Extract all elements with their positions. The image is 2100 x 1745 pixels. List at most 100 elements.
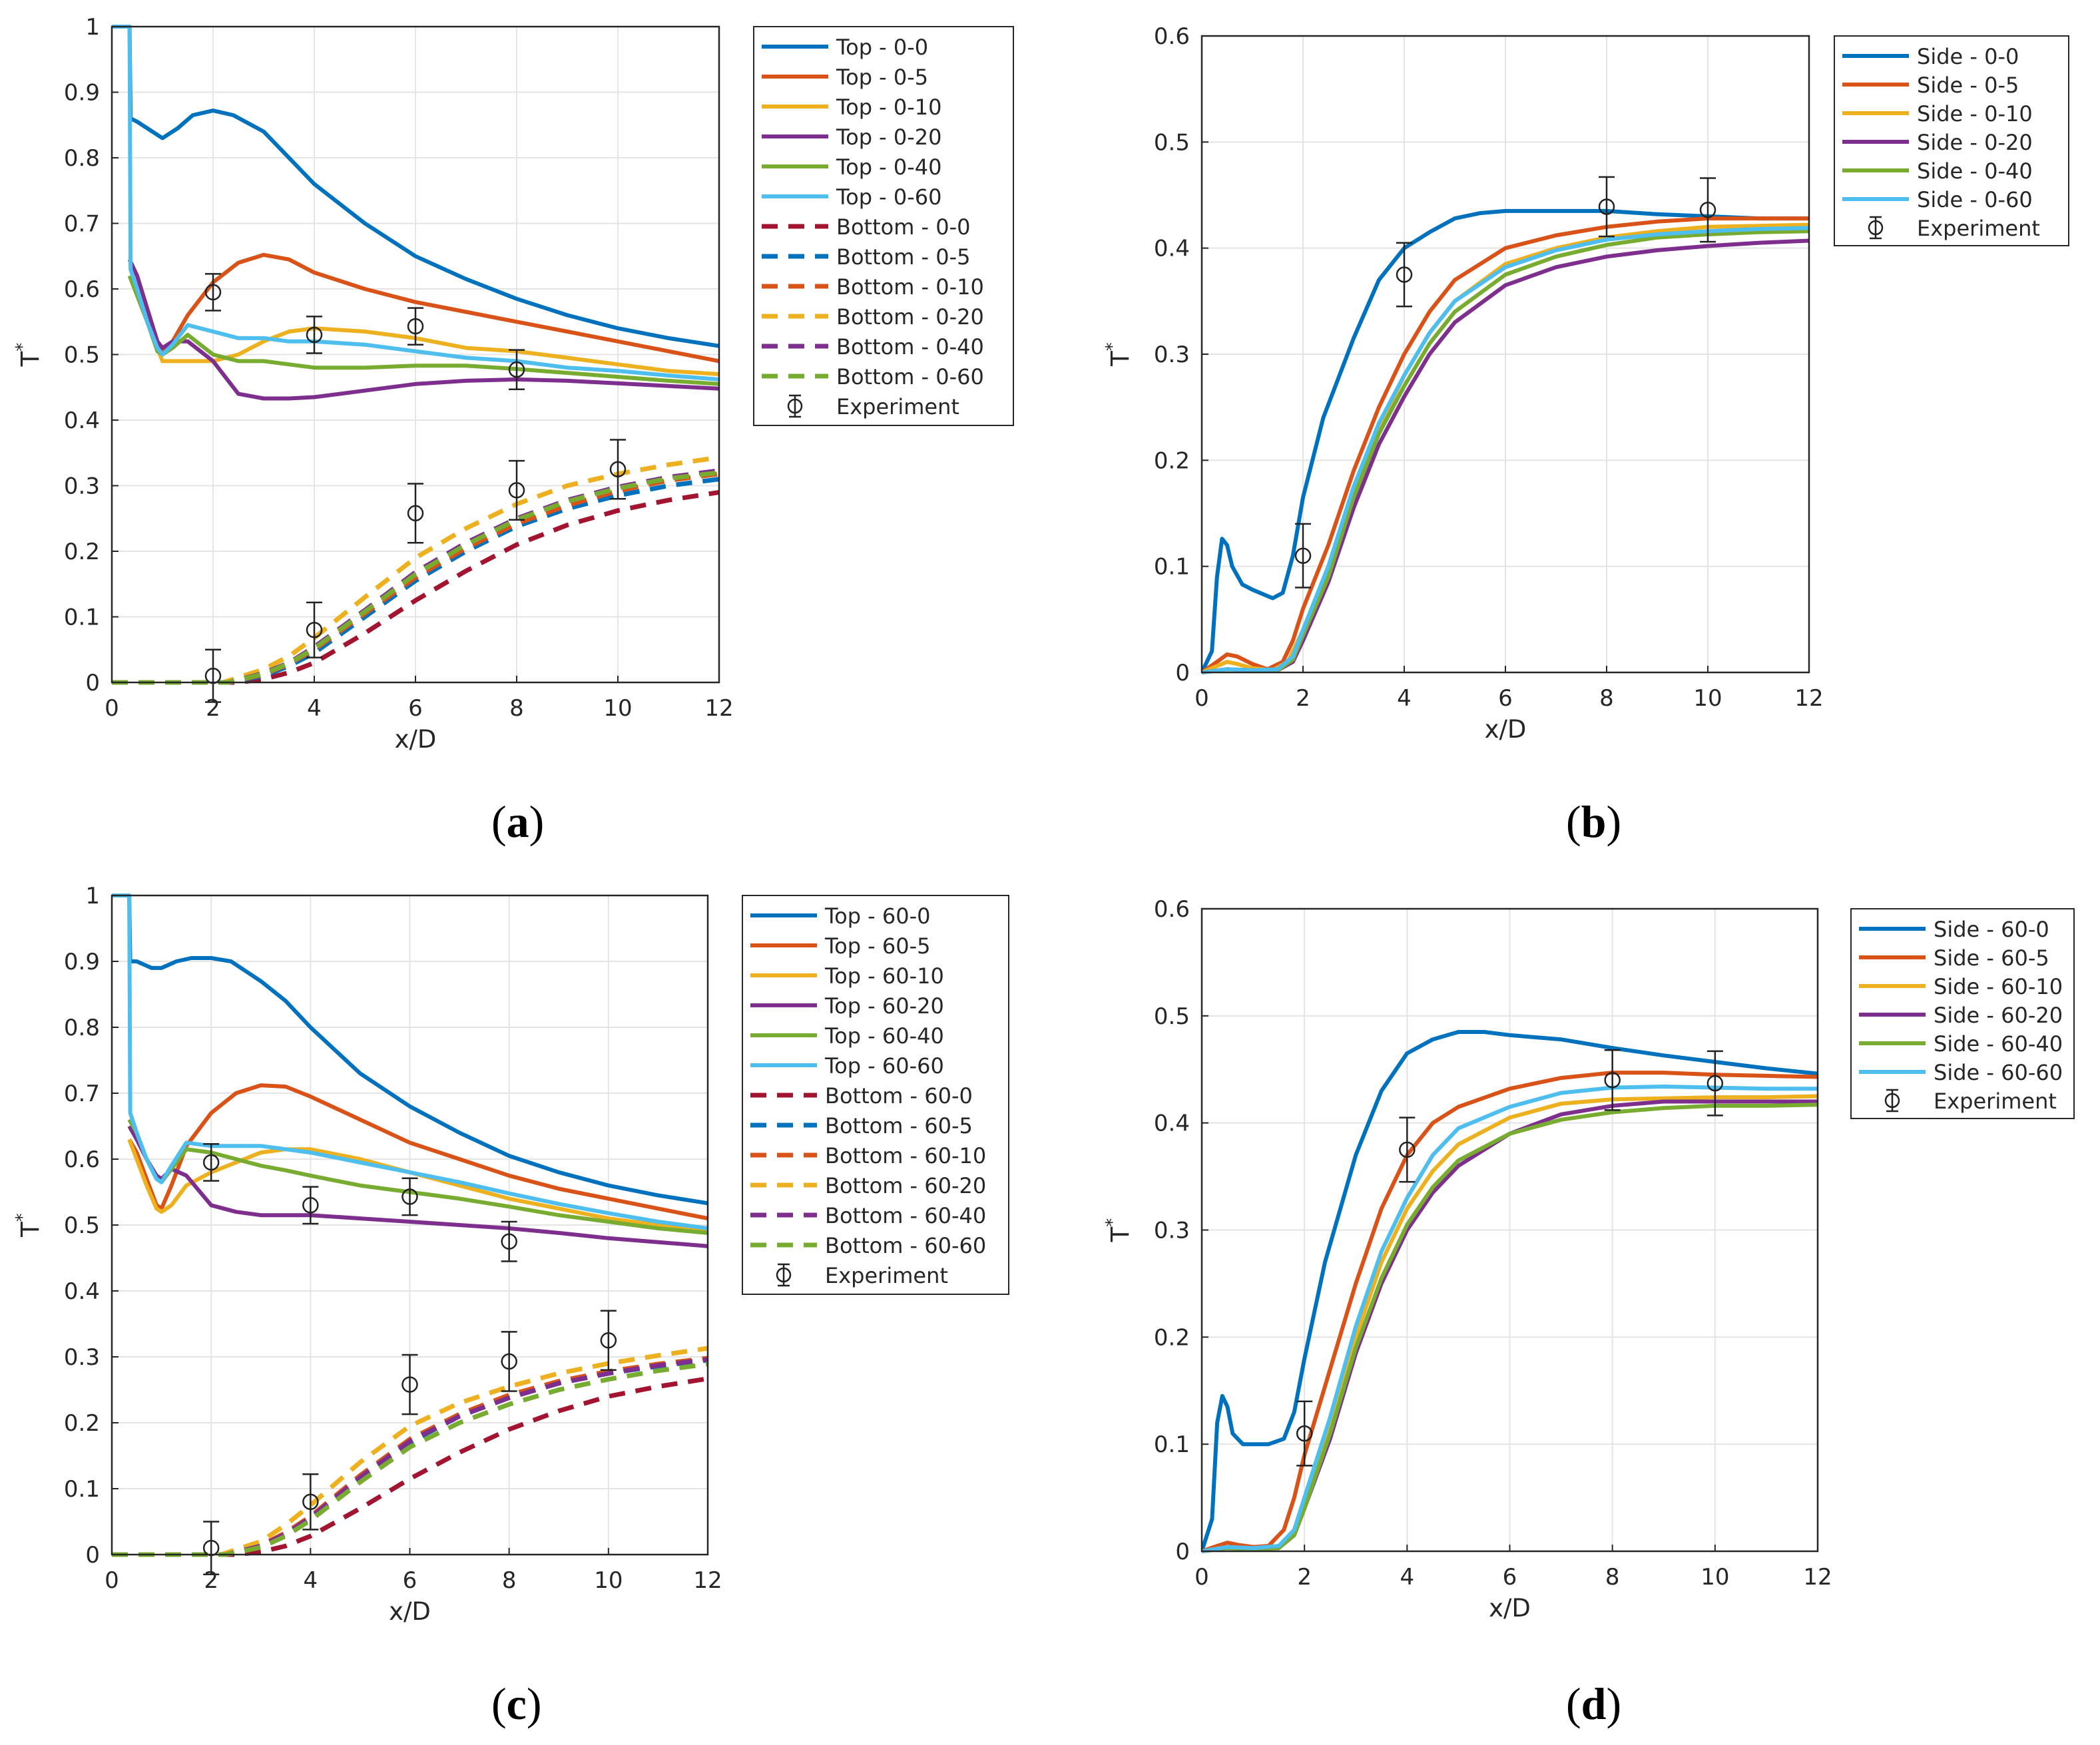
legend-label-c-experiment: Experiment xyxy=(825,1263,948,1288)
y-tick-label-c-8: 0.8 xyxy=(64,1015,100,1041)
y-tick-label-a-6: 0.6 xyxy=(64,276,100,303)
legend-label-c-11: Bottom - 60-60 xyxy=(825,1233,986,1258)
x-tick-label-d-5: 10 xyxy=(1701,1564,1729,1591)
experiment-point-b-3 xyxy=(1699,177,1716,243)
y-tick-label-a-4: 0.4 xyxy=(64,407,100,434)
y-tick-label-a-2: 0.2 xyxy=(64,539,100,565)
y-tick-label-c-2: 0.2 xyxy=(64,1410,100,1437)
x-tick-label-b-3: 6 xyxy=(1498,685,1513,712)
x-tick-label-d-2: 4 xyxy=(1400,1564,1415,1591)
experiment-point-b-2 xyxy=(1598,176,1615,238)
series-line-b-0 xyxy=(1202,208,1809,674)
x-tick-label-a-4: 8 xyxy=(509,695,524,722)
legend-label-c-2: Top - 60-10 xyxy=(824,963,944,989)
legend-label-d-0: Side - 60-0 xyxy=(1934,917,2049,942)
chart-c: 0 2 4 6 8 10 12 0 0.1 0.2 0.3 0.4 0.5 0.6 0.7 0.8 0.9 1 x/… xyxy=(13,883,1009,1626)
legend-label-a-5: Top - 0-60 xyxy=(836,184,942,210)
series-group-d xyxy=(1202,1030,1818,1553)
experiment-point-b-1 xyxy=(1396,242,1413,308)
experiment-point-a-7 xyxy=(508,459,525,521)
experiment-point-a-0 xyxy=(204,273,222,312)
y-tick-label-a-0: 0 xyxy=(85,670,100,696)
y-tick-label-a-8: 0.8 xyxy=(64,145,100,172)
experiment-point-c-5 xyxy=(302,1473,319,1531)
y-tick-label-d-0: 0 xyxy=(1175,1539,1190,1565)
series-line-a-5 xyxy=(112,25,719,381)
y-tick-label-b-6: 0.6 xyxy=(1154,23,1190,50)
legend-label-b-1: Side - 0-5 xyxy=(1917,73,2019,98)
y-axis-label-c: T* xyxy=(13,1213,45,1238)
legend-label-b-4: Side - 0-40 xyxy=(1917,158,2033,184)
legend-label-a-3: Top - 0-20 xyxy=(836,125,942,150)
legend-label-d-experiment: Experiment xyxy=(1934,1089,2057,1114)
series-line-d-0 xyxy=(1202,1030,1818,1552)
series-group-b xyxy=(1202,208,1809,674)
legend-swatch-b-experiment xyxy=(1868,216,1884,240)
legend-label-c-6: Bottom - 60-0 xyxy=(825,1083,973,1109)
legend-label-a-10: Bottom - 0-40 xyxy=(836,334,984,360)
legend-label-c-5: Top - 60-60 xyxy=(824,1053,944,1079)
y-tick-label-c-9: 0.9 xyxy=(64,949,100,975)
y-tick-label-a-7: 0.7 xyxy=(64,211,100,238)
x-tick-label-c-5: 10 xyxy=(594,1567,623,1594)
x-tick-label-d-4: 8 xyxy=(1605,1564,1620,1591)
legend-label-a-7: Bottom - 0-5 xyxy=(836,244,971,270)
experiment-point-d-2 xyxy=(1604,1049,1621,1111)
x-tick-label-b-6: 12 xyxy=(1794,685,1823,712)
x-tick-label-a-6: 12 xyxy=(704,695,733,722)
legend-label-b-3: Side - 0-20 xyxy=(1917,130,2033,155)
legend-label-c-4: Top - 60-40 xyxy=(824,1023,944,1049)
x-tick-label-c-6: 12 xyxy=(693,1567,722,1594)
y-tick-label-b-0: 0 xyxy=(1175,660,1190,686)
y-tick-label-a-9: 0.9 xyxy=(64,80,100,107)
legend-d: Side - 60-0 Side - 60-5 Side - 60-10 Side -… xyxy=(1850,908,2075,1119)
y-tick-label-c-4: 0.4 xyxy=(64,1278,100,1305)
y-tick-label-b-5: 0.5 xyxy=(1154,129,1190,156)
y-tick-label-c-6: 0.6 xyxy=(64,1146,100,1173)
experiment-point-c-3 xyxy=(501,1220,517,1262)
y-tick-label-a-10: 1 xyxy=(85,14,100,41)
x-tick-label-b-5: 10 xyxy=(1693,685,1722,712)
x-tick-label-d-6: 12 xyxy=(1803,1564,1832,1591)
legend-label-d-4: Side - 60-40 xyxy=(1934,1031,2063,1057)
experiment-point-c-7 xyxy=(501,1331,517,1392)
y-tick-label-d-5: 0.5 xyxy=(1154,1003,1190,1030)
experiment-point-d-1 xyxy=(1399,1117,1416,1183)
x-tick-label-d-3: 6 xyxy=(1503,1564,1517,1591)
legend-label-c-0: Top - 60-0 xyxy=(824,903,931,929)
legend-label-a-4: Top - 0-40 xyxy=(836,154,942,180)
experiment-point-d-3 xyxy=(1706,1050,1724,1117)
x-tick-label-c-0: 0 xyxy=(105,1567,119,1594)
legend-label-a-11: Bottom - 0-60 xyxy=(836,364,984,389)
y-axis-label-d: T* xyxy=(1103,1218,1135,1243)
legend-label-c-10: Bottom - 60-40 xyxy=(825,1203,986,1228)
legend-c: Top - 60-0 Top - 60-5 Top - 60-10 Top - 60-… xyxy=(742,895,1009,1295)
x-tick-label-d-1: 2 xyxy=(1297,1564,1312,1591)
experiment-point-c-1 xyxy=(302,1186,319,1225)
x-tick-label-c-2: 4 xyxy=(304,1567,318,1594)
y-axis-label-a: T* xyxy=(13,343,45,368)
y-tick-label-a-3: 0.3 xyxy=(64,473,100,500)
legend-label-a-8: Bottom - 0-10 xyxy=(836,274,984,300)
experiment-point-a-8 xyxy=(609,439,627,500)
y-tick-label-c-10: 1 xyxy=(85,883,100,909)
x-tick-label-b-4: 8 xyxy=(1599,685,1614,712)
legend-label-a-experiment: Experiment xyxy=(836,394,959,419)
legend-label-d-1: Side - 60-5 xyxy=(1934,945,2049,971)
legend-label-c-9: Bottom - 60-20 xyxy=(825,1173,986,1198)
x-axis-label-d: x/D xyxy=(1489,1594,1531,1622)
y-tick-label-d-6: 0.6 xyxy=(1154,896,1190,923)
y-tick-label-b-3: 0.3 xyxy=(1154,342,1190,368)
x-axis-label-a: x/D xyxy=(395,725,437,754)
y-tick-label-c-1: 0.1 xyxy=(64,1476,100,1503)
legend-label-c-8: Bottom - 60-10 xyxy=(825,1143,986,1168)
series-line-a-7 xyxy=(112,477,719,685)
experiment-point-c-0 xyxy=(202,1142,220,1182)
experiment-point-a-1 xyxy=(306,316,323,354)
x-tick-label-b-1: 2 xyxy=(1296,685,1310,712)
experiment-point-a-6 xyxy=(407,483,424,544)
x-axis-label-c: x/D xyxy=(389,1597,431,1626)
legend-label-b-experiment: Experiment xyxy=(1917,216,2040,241)
experiment-point-b-0 xyxy=(1294,523,1312,589)
legend-label-d-2: Side - 60-10 xyxy=(1934,974,2063,999)
